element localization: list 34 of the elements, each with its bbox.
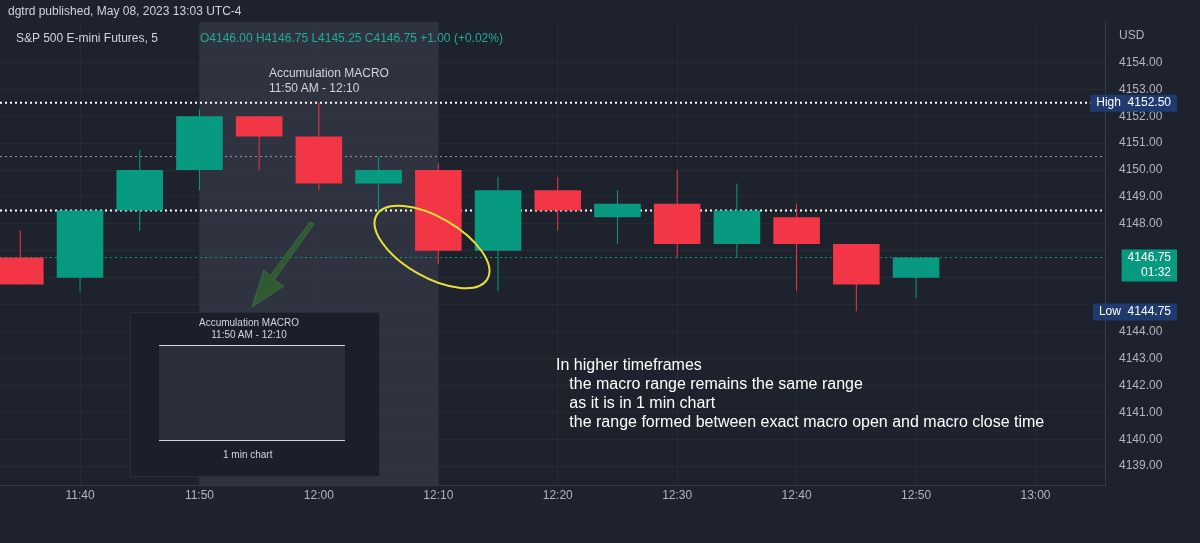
chart-screenshot: Accumulation MACRO 11:50 AM - 12:10 1 min chart xyxy=(130,312,380,477)
y-tick-label: 4139.00 xyxy=(1119,458,1163,473)
y-axis-title: USD xyxy=(1119,28,1145,43)
text: O4146.00 H4146.75 L4145.25 C4146.75 +1.00 (+0.02%) xyxy=(200,31,503,45)
annotation: In higher timeframes the macro range remains the same range as it is in 1 min chart the range formed between exact macro open and macro close time xyxy=(556,355,1045,431)
y-tick-label: 4140.00 xyxy=(1119,431,1163,446)
annotation: 1 min chart xyxy=(223,449,273,460)
x-tick-label: 12:50 xyxy=(901,487,932,502)
y-tick-label: 4144.00 xyxy=(1119,323,1163,338)
y-tick-label: 4149.00 xyxy=(1119,189,1163,204)
text: dgtrd published, May 08, 2023 13:03 UTC-4 xyxy=(8,4,242,18)
y-tick-label: 4151.00 xyxy=(1119,135,1163,150)
y-tick-label: 4141.00 xyxy=(1119,404,1163,419)
annotation: Low 4144.75 xyxy=(1098,303,1172,318)
x-tick-label: 13:00 xyxy=(1020,487,1051,502)
y-tick-label: 4153.00 xyxy=(1119,81,1163,96)
x-tick-label: 12:40 xyxy=(781,487,812,502)
y-tick-label: 4154.00 xyxy=(1119,54,1163,69)
band-label: Accumulation MACRO 11:50 AM - 12:10 xyxy=(268,66,389,96)
text: S&P 500 E-mini Futures, 5 xyxy=(16,31,158,45)
y-tick-label: 4143.00 xyxy=(1119,350,1163,365)
ref-line-label: 4146.75 01:32 xyxy=(1127,249,1172,279)
x-tick-label: 12:20 xyxy=(542,487,574,502)
x-tick-label: 12:10 xyxy=(423,487,454,502)
y-tick-label: 4148.00 xyxy=(1119,216,1163,231)
x-tick-label: 12:30 xyxy=(662,487,693,502)
x-tick-label: 11:50 xyxy=(184,487,215,502)
y-tick-label: 4142.00 xyxy=(1119,377,1163,392)
y-tick-label: 4152.00 xyxy=(1119,108,1163,123)
x-tick-label: 12:00 xyxy=(303,487,335,502)
annotation: Accumulation MACRO 11:50 AM - 12:10 xyxy=(199,317,300,341)
x-tick-label: 11:40 xyxy=(65,487,95,502)
ref-line-label: High 4152.50 xyxy=(1096,95,1172,110)
y-tick-label: 4150.00 xyxy=(1119,162,1163,177)
